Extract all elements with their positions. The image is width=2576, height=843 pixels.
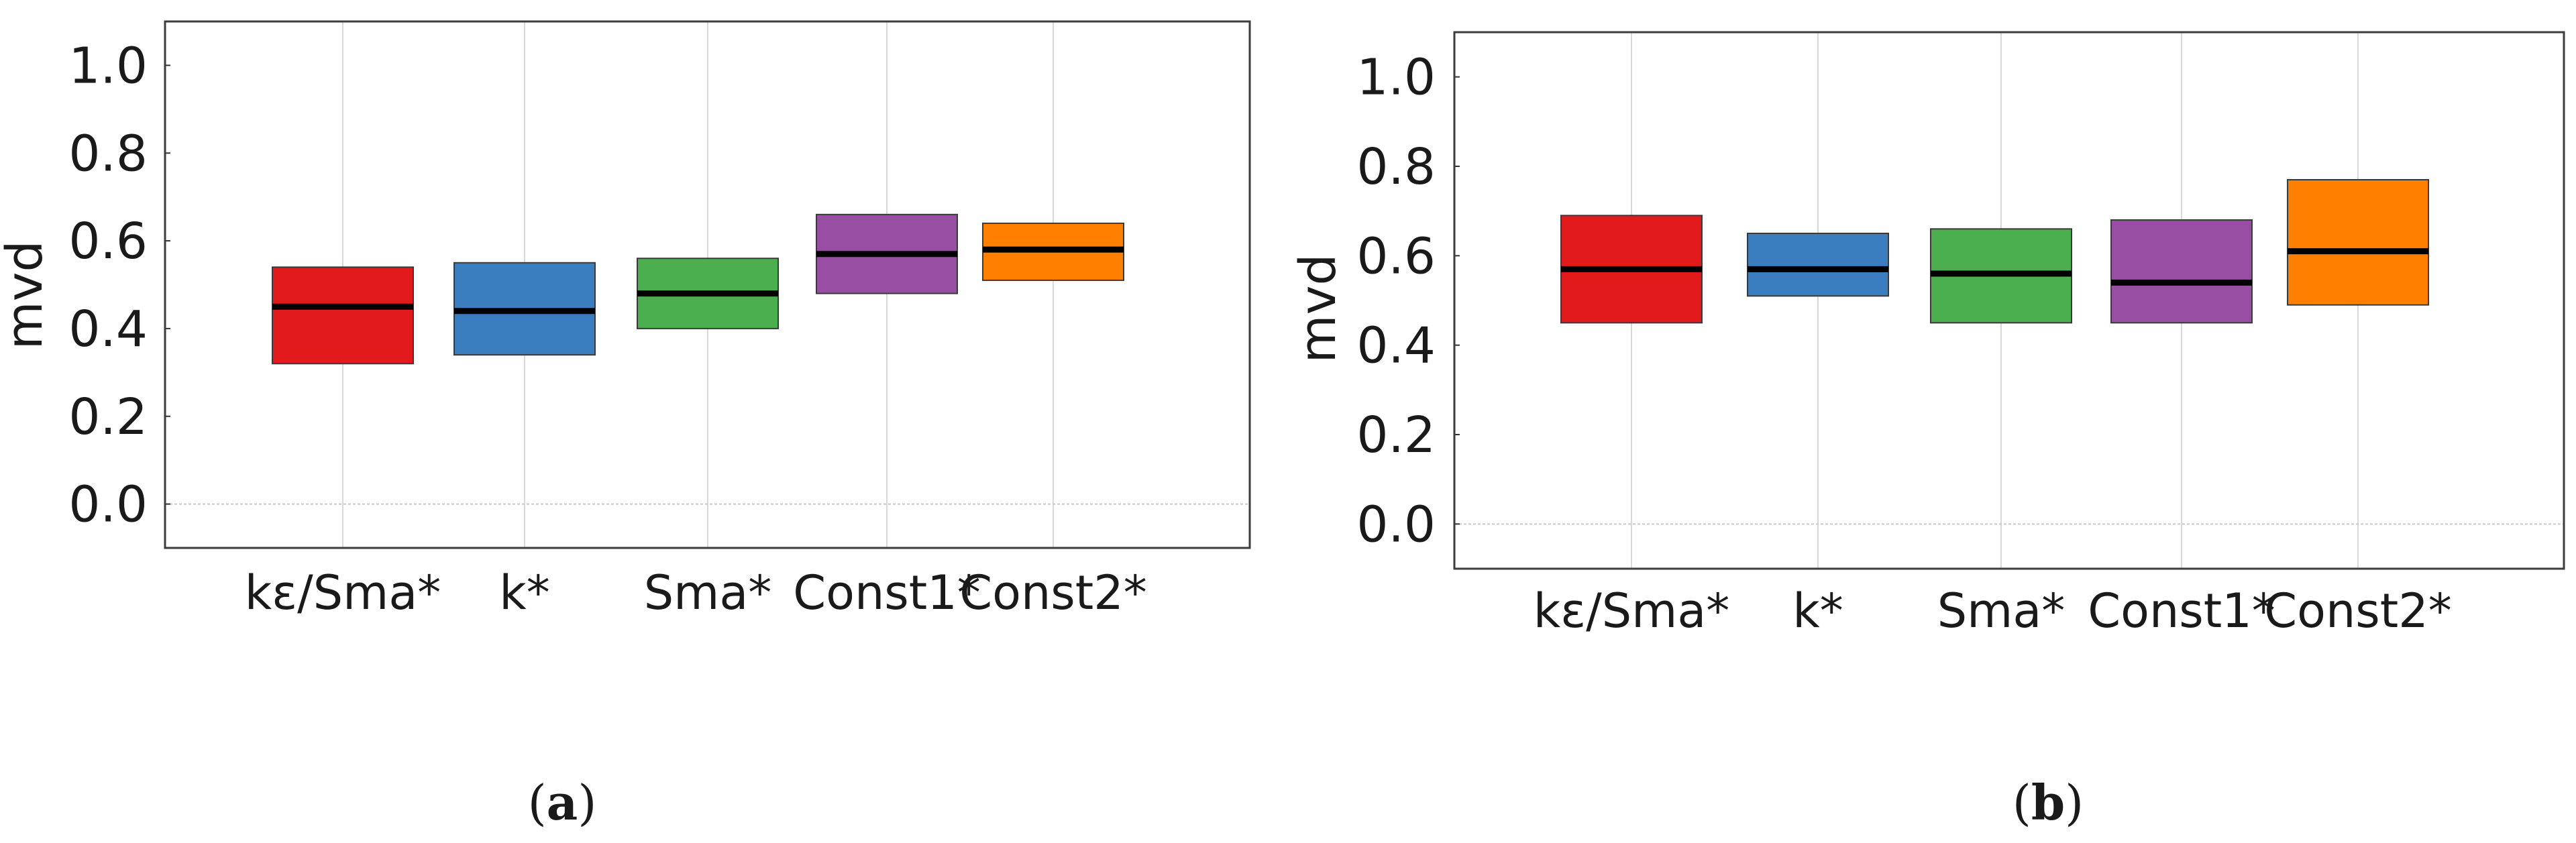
box-4	[2110, 219, 2253, 324]
y-tick-label: 0.0	[1356, 496, 1436, 553]
y-tick-label: 0.2	[1356, 406, 1436, 464]
category-label: Sma*	[1937, 583, 2065, 638]
category-label: Const1*	[793, 565, 981, 620]
caption-letter: b	[2031, 774, 2065, 831]
category-label: Const2*	[2264, 583, 2452, 638]
y-axis-label: mvd	[1289, 254, 1347, 363]
category-label: k*	[1792, 583, 1843, 638]
chart-panel-a: 0.0 0.2 0.4 0.6 0.8 1.0 mvd kε/Sma* k* Sma* Const1…	[0, 20, 1251, 831]
caption-letter: a	[547, 774, 578, 831]
category-label: Const1*	[2088, 583, 2275, 638]
category-label: Const2*	[959, 565, 1147, 620]
caption-open-paren: (	[528, 775, 547, 831]
plot-frame	[1453, 31, 2565, 570]
category-label: k*	[499, 565, 550, 620]
box-2	[1747, 233, 1889, 297]
y-tick-label: 1.0	[68, 37, 148, 95]
panel-caption: (a)	[528, 774, 597, 831]
category-label: kε/Sma*	[245, 565, 441, 620]
y-tick-label: 0.0	[68, 476, 148, 534]
caption-close-paren: )	[2065, 775, 2084, 831]
y-tick-label: 0.6	[1356, 227, 1436, 285]
plot-frame	[164, 20, 1251, 549]
panel-caption: (b)	[2012, 774, 2084, 831]
y-tick-label: 0.2	[68, 388, 148, 446]
y-tick-label: 0.4	[68, 300, 148, 358]
category-label: Sma*	[644, 565, 772, 620]
caption-close-paren: )	[578, 775, 596, 831]
box-5	[2287, 179, 2429, 306]
y-tick-label: 0.8	[1356, 138, 1436, 196]
caption-open-paren: (	[2012, 775, 2031, 831]
y-tick-label: 0.4	[1356, 317, 1436, 375]
y-tick-label: 1.0	[1356, 49, 1436, 107]
chart-panel-b: 0.0 0.2 0.4 0.6 0.8 1.0 mvd kε/Sma* k* Sma* Const1…	[1289, 31, 2565, 831]
y-tick-label: 0.6	[68, 213, 148, 270]
y-axis-label: mvd	[0, 241, 54, 350]
category-label: kε/Sma*	[1534, 583, 1729, 638]
box-1	[272, 266, 414, 365]
y-tick-label: 0.8	[68, 125, 148, 182]
